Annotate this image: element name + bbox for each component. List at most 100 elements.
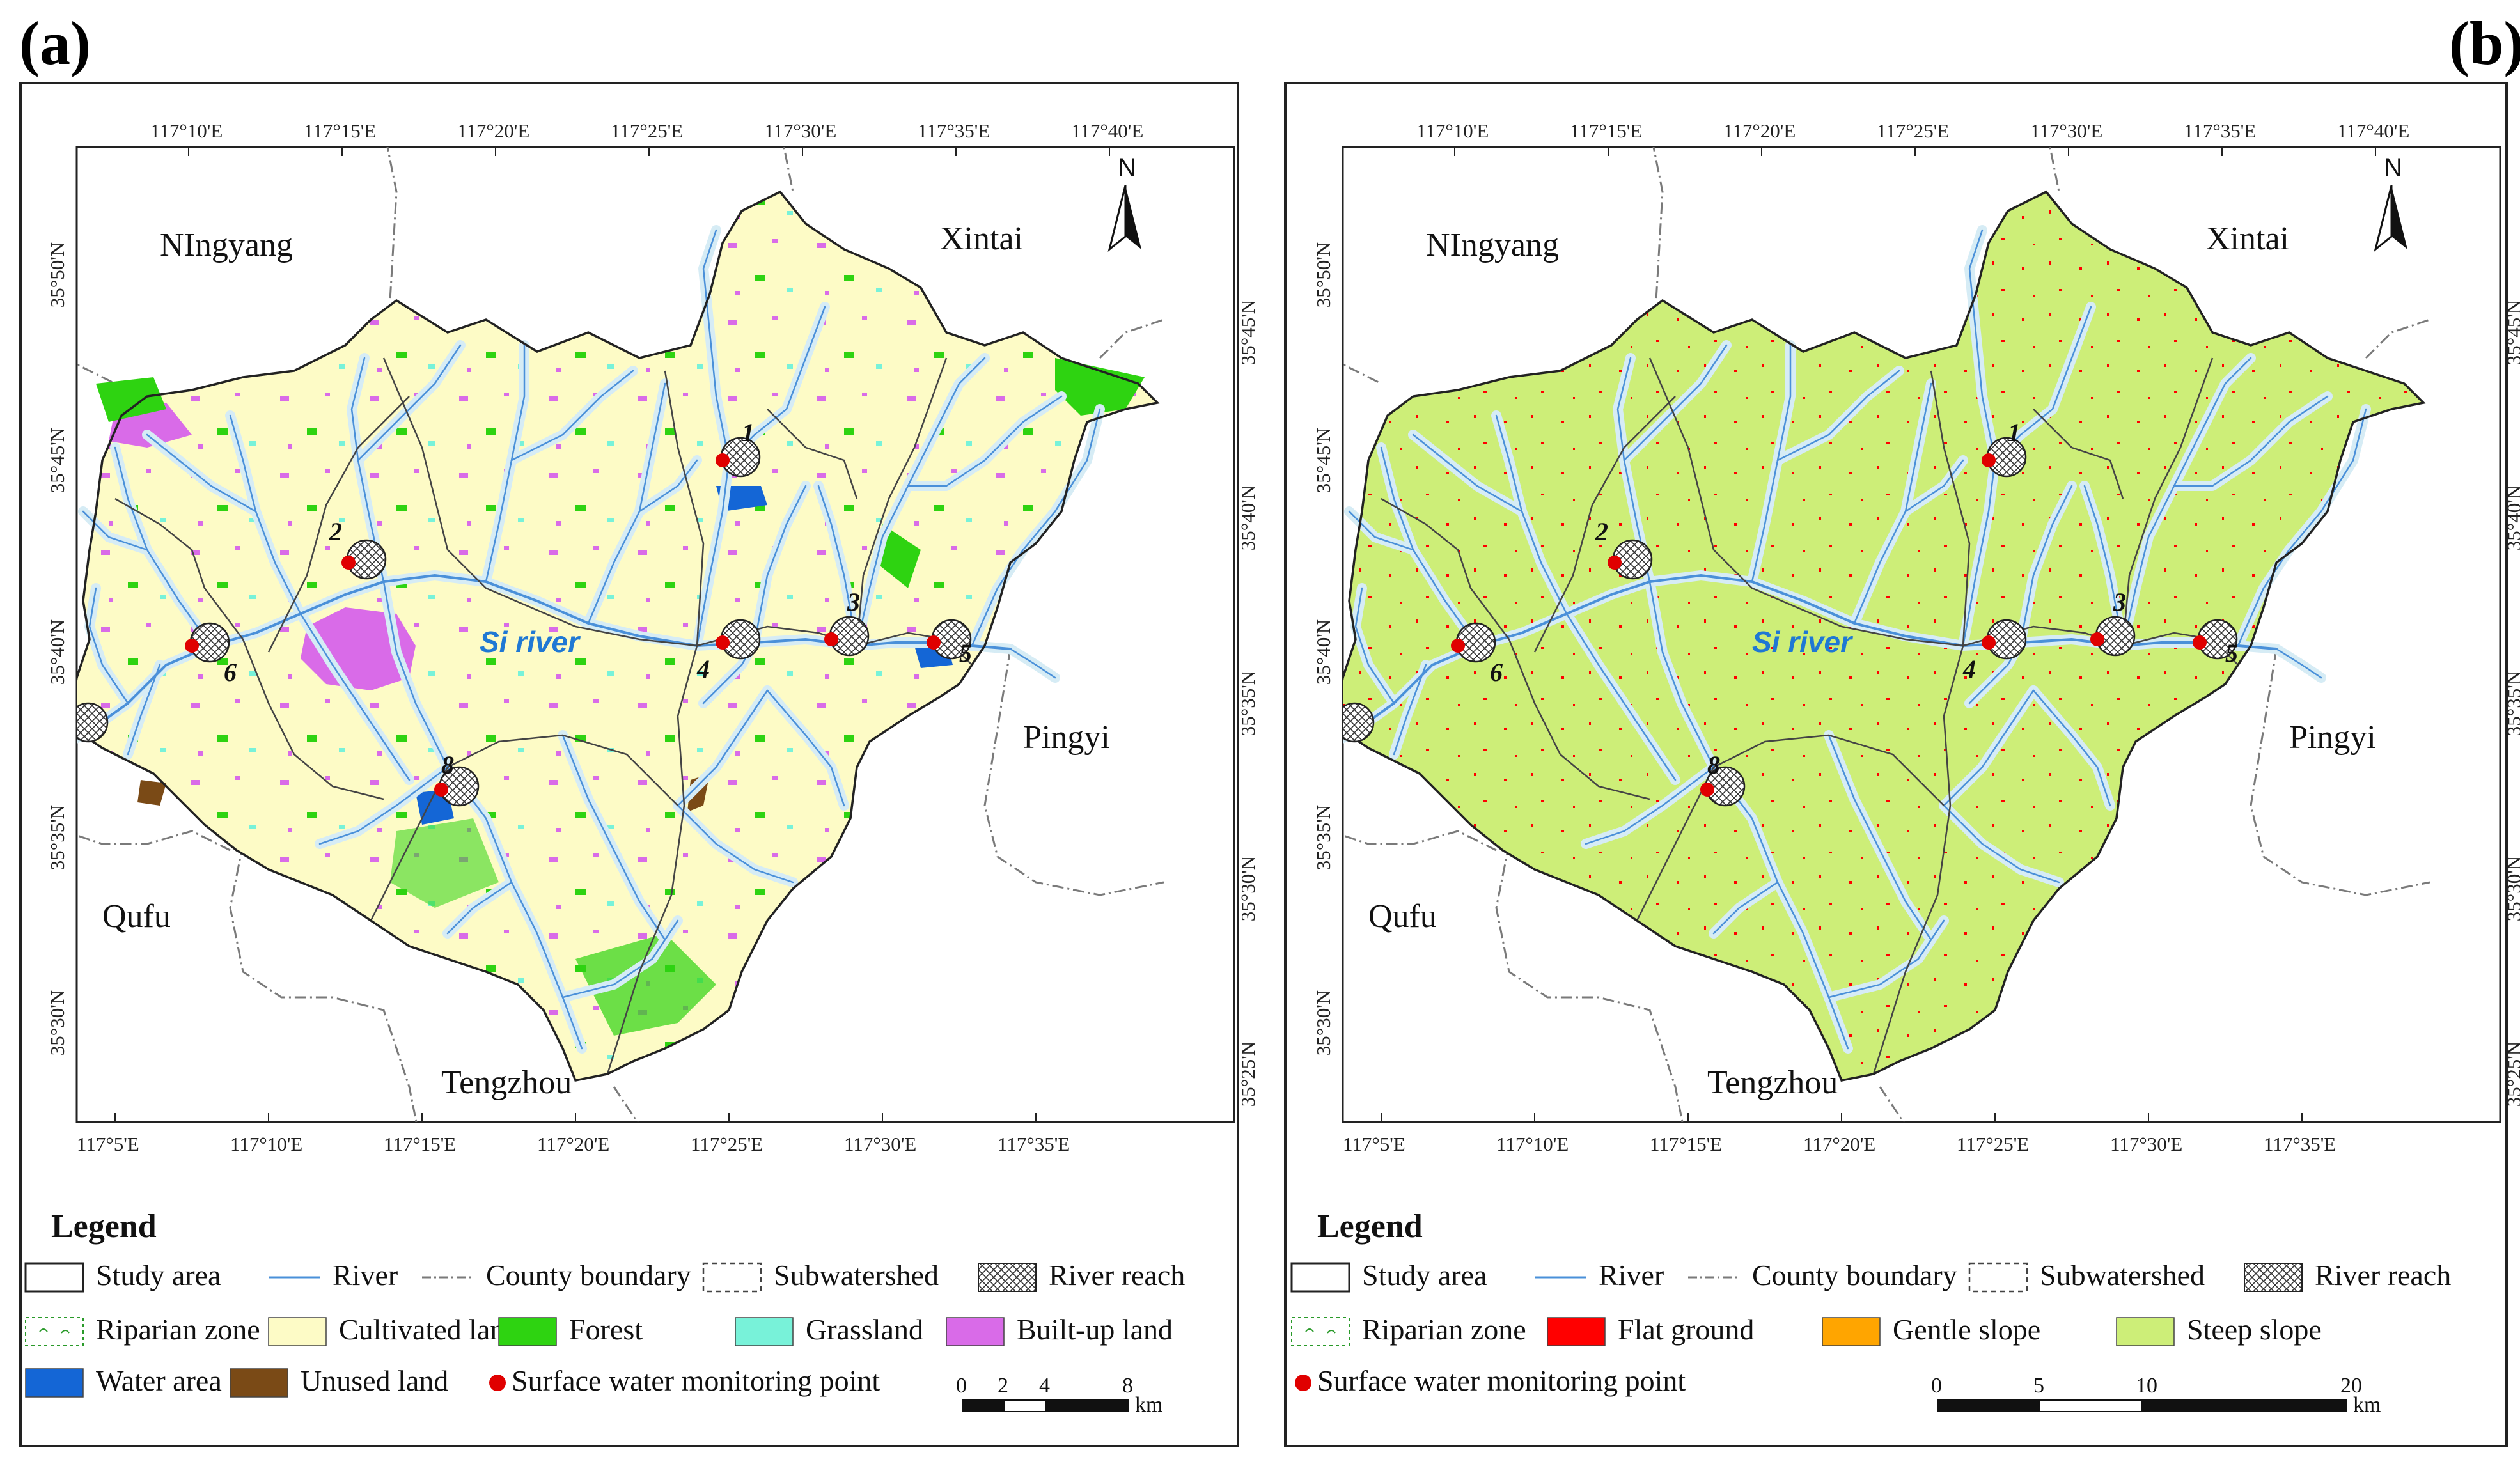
legend-symbol-river-reach: [2244, 1263, 2303, 1292]
subwatershed-line: [856, 357, 948, 646]
subwatershed-line: [1930, 370, 1971, 646]
north-arrow: [2374, 185, 2407, 252]
monitoring-point: [1982, 453, 1996, 467]
left-tick-label: 35°45'N: [1312, 428, 1334, 493]
tributary-line: [677, 689, 769, 807]
legend-label-study-area: Study area: [96, 1259, 221, 1291]
county-label: NIngyang: [1426, 227, 1559, 263]
panel-b-frame: [1284, 82, 2508, 1447]
panel-a-frame: [19, 82, 1239, 1447]
study-area-outline: [77, 190, 1160, 1082]
scale-label: 8: [1122, 1374, 1133, 1398]
tributary-line: [1962, 229, 1996, 647]
county-boundary-line: [1652, 147, 1664, 301]
legend-label-gentle-slope: Gentle slope: [1893, 1313, 2040, 1346]
legend-label-grassland: Grassland: [806, 1313, 923, 1346]
station-number: 8: [1707, 751, 1720, 779]
legend-label-built-up-land: Built-up land: [1017, 1313, 1173, 1346]
station-number: 5: [2225, 639, 2238, 667]
tributary-line: [753, 485, 807, 644]
legend-label-county-boundary: County boundary: [1752, 1259, 1957, 1291]
legend-symbol-grassland: [735, 1317, 794, 1346]
station-number: 3: [2113, 588, 2126, 616]
legend-symbol-river-reach: [978, 1263, 1037, 1292]
top-tick-label: 117°10'E: [150, 120, 223, 142]
panel-letter: (a): [19, 9, 91, 77]
legend-label-water-area: Water area: [96, 1364, 222, 1397]
tributary-line: [971, 408, 1101, 647]
subwatershed-line: [382, 357, 698, 647]
legend-label-river-reach: River reach: [2315, 1259, 2451, 1291]
right-tick-label: 35°30'N: [2503, 856, 2520, 921]
tributary-line: [1904, 459, 1964, 513]
forest-area: [1055, 358, 1145, 416]
legend-symbol-subwatershed: [1968, 1262, 2028, 1293]
legend-label-steep-slope: Steep slope: [2187, 1313, 2322, 1346]
monitoring-point: [927, 635, 941, 650]
bottom-tick-label: 117°5'E: [1343, 1133, 1405, 1155]
monitoring-point: [341, 556, 356, 570]
tributary-line: [2275, 648, 2322, 679]
tributary-line: [357, 344, 462, 462]
legend-symbol-study-area: [1290, 1262, 1350, 1293]
county-label: Tengzhou: [441, 1064, 572, 1101]
county-boundary-line: [983, 648, 1164, 896]
county-label: Xintai: [2206, 221, 2289, 257]
legend-label-county-boundary: County boundary: [486, 1259, 691, 1291]
legend-symbol-study-area: [24, 1262, 84, 1293]
monitoring-point: [2193, 635, 2207, 650]
legend-symbol-gentle-slope: [1822, 1317, 1881, 1346]
monitoring-point: [1329, 719, 1343, 733]
county-boundary-line: [1495, 843, 1684, 1122]
top-tick-label: 117°40'E: [2337, 120, 2409, 142]
monitoring-point: [1982, 635, 1996, 650]
monitoring-point: [1700, 783, 1714, 797]
scale-label: 20: [2340, 1374, 2362, 1398]
county-boundary-line: [38, 543, 64, 588]
legend-symbol-forest: [498, 1317, 557, 1346]
right-tick-label: 35°40'N: [2503, 485, 2520, 550]
subwatershed-line: [114, 497, 244, 640]
scale-unit: km: [2353, 1393, 2381, 1417]
tributary-line: [2083, 485, 2124, 647]
tributary-line: [1354, 587, 1395, 705]
panel-letter: (b): [2449, 9, 2520, 77]
scale-label: 10: [2136, 1374, 2157, 1398]
legend-symbol-riparian-zone: [1291, 1317, 1350, 1346]
legend-label-unused-land: Unused land: [301, 1364, 448, 1397]
scale-label: 0: [956, 1374, 967, 1398]
county-boundary-line: [77, 830, 231, 852]
monitoring-point: [716, 635, 730, 650]
left-tick-label: 35°50'N: [1312, 242, 1334, 308]
river-reach-marker: [1343, 702, 1375, 743]
legend-label-subwatershed: Subwatershed: [774, 1259, 939, 1291]
county-label: Qufu: [102, 898, 171, 935]
legend-symbol-flat-ground: [1547, 1317, 1606, 1346]
bottom-tick-label: 117°10'E: [230, 1133, 302, 1155]
legend-label-river-reach: River reach: [1049, 1259, 1185, 1291]
right-tick-label: 35°45'N: [1237, 300, 1259, 365]
subwatershed-line: [767, 409, 858, 499]
right-tick-label: 35°35'N: [2503, 671, 2520, 736]
river-reach-marker: [77, 702, 109, 743]
scale-bar: [1937, 1399, 2347, 1412]
top-tick-label: 117°20'E: [1723, 120, 1796, 142]
tributary-line: [817, 485, 858, 647]
legend-label-river: River: [333, 1259, 398, 1291]
left-tick-label: 35°35'N: [46, 805, 68, 870]
right-tick-label: 35°25'N: [1237, 1041, 1259, 1107]
legend-symbol-cultivated-land: [268, 1317, 327, 1346]
tributary-line: [1565, 612, 1677, 781]
scale-bar: [962, 1399, 1129, 1412]
legend-label-riparian-zone: Riparian zone: [1362, 1313, 1526, 1346]
bottom-tick-label: 117°15'E: [384, 1133, 456, 1155]
forest-area: [96, 377, 166, 422]
tributary-line: [2237, 408, 2367, 647]
river-name-label: Si river: [480, 625, 581, 658]
tributary-line: [638, 459, 698, 513]
subwatershed-line: [267, 396, 410, 653]
tributary-line: [1943, 689, 2035, 807]
right-tick-label: 35°45'N: [2503, 300, 2520, 365]
subwatershed-line: [2033, 409, 2124, 499]
north-arrow: [1107, 185, 1141, 252]
